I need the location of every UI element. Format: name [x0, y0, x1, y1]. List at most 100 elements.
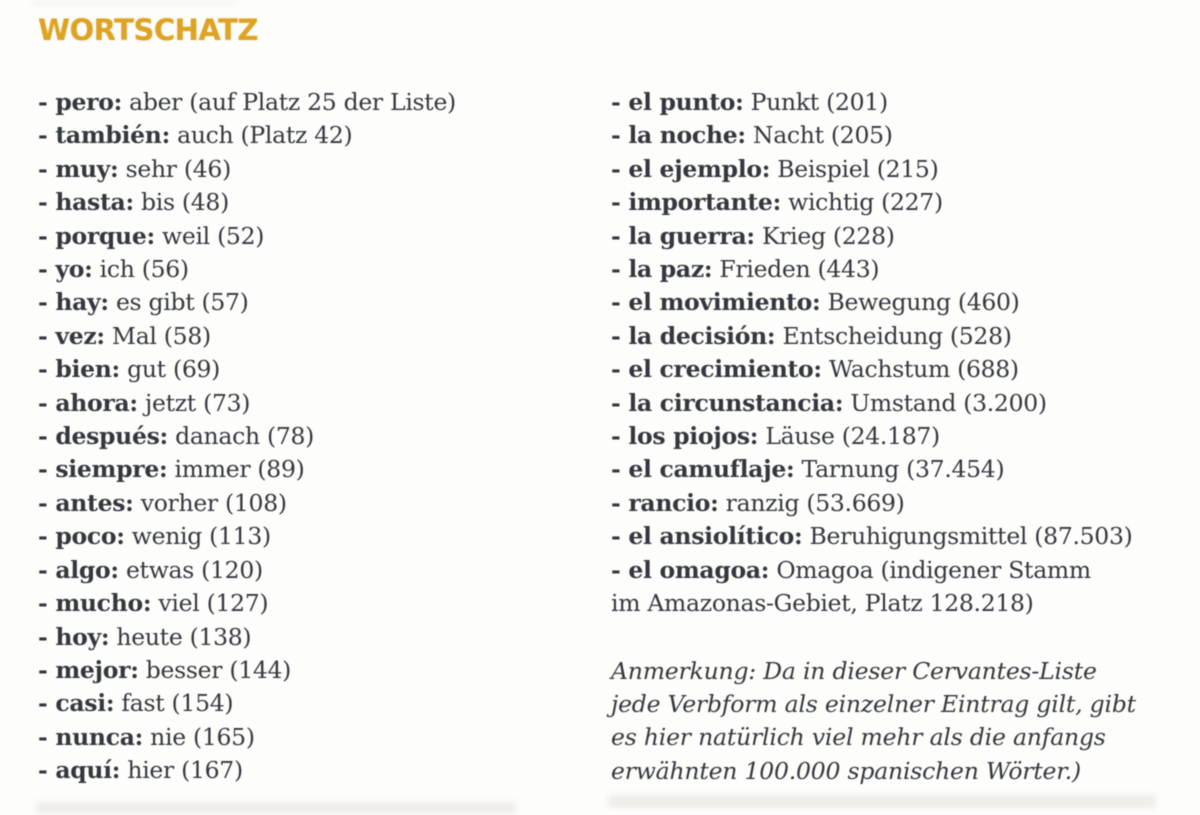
vocab-translation: etwas (120) [118, 555, 263, 584]
vocab-term: - el ejemplo: [611, 154, 771, 183]
vocab-entry: - antes: vorher (108) [38, 487, 593, 520]
vocab-term: - el omagoa: [611, 555, 770, 584]
vocab-entry: - la noche: Nacht (205) [611, 119, 1171, 152]
vocab-term: - casi: [38, 689, 115, 718]
vocab-entry: - muy: sehr (46) [38, 153, 593, 186]
vocab-translation: immer (89) [167, 455, 305, 484]
crop-artifact-bottom-right [608, 795, 1156, 808]
vocab-entry: - rancio: ranzig (53.669) [611, 487, 1171, 520]
vocab-term: - yo: [38, 255, 93, 284]
vocab-translation: Nacht (205) [745, 121, 893, 150]
vocab-entry: - el punto: Punkt (201) [611, 86, 1171, 119]
vocab-entry: - la guerra: Krieg (228) [611, 220, 1171, 253]
vocab-entry: - hay: es gibt (57) [38, 286, 593, 319]
vocab-entry: - casi: fast (154) [38, 687, 593, 720]
vocab-entry: - mejor: besser (144) [38, 654, 593, 687]
vocab-entry: - los piojos: Läuse (24.187) [611, 420, 1171, 453]
vocab-translation: fast (154) [114, 689, 234, 718]
vocab-entry: - bien: gut (69) [38, 353, 593, 386]
vocab-translation: besser (144) [138, 655, 292, 684]
vocab-translation: weil (52) [154, 221, 265, 250]
vocab-term: - el camuflaje: [611, 455, 795, 484]
vocab-translation: Omagoa (indigener Stamm [769, 555, 1091, 584]
vocab-translation: Umstand (3.200) [843, 388, 1047, 417]
vocab-entry: - mucho: viel (127) [38, 587, 593, 620]
vocab-entry: - el ansiolítico: Beruhigungsmittel (87.… [611, 520, 1171, 553]
vocab-translation: Tarnung (37.454) [794, 455, 1005, 484]
vocab-term: - el punto: [611, 88, 744, 116]
vocab-entry: - ahora: jetzt (73) [38, 387, 593, 420]
vocab-translation: Bewegung (460) [820, 288, 1020, 317]
vocab-entry: - el movimiento: Bewegung (460) [611, 286, 1171, 319]
vocab-entry: - la paz: Frieden (443) [611, 253, 1171, 286]
vocab-column-left: - pero: aber (auf Platz 25 der Liste) - t… [38, 86, 593, 788]
vocab-entry: - el camuflaje: Tarnung (37.454) [611, 453, 1171, 486]
page-title: WORTSCHATZ [38, 13, 258, 47]
vocab-translation: sehr (46) [118, 154, 232, 183]
vocab-translation: Krieg (228) [754, 221, 895, 250]
vocab-entry: - porque: weil (52) [38, 220, 593, 253]
vocab-entry: - yo: ich (56) [38, 253, 593, 286]
vocab-entry: - el ejemplo: Beispiel (215) [611, 153, 1171, 186]
vocab-translation: bis (48) [133, 188, 229, 217]
vocab-entry: - pero: aber (auf Platz 25 der Liste) [38, 86, 593, 119]
vocab-translation: Entscheidung (528) [775, 321, 1012, 350]
vocab-entry: - nunca: nie (165) [38, 721, 593, 754]
vocab-translation: ranzig (53.669) [718, 488, 905, 517]
vocab-entry: - también: auch (Platz 42) [38, 119, 593, 152]
vocab-term: - ahora: [38, 388, 138, 417]
vocab-term: - la circunstancia: [611, 388, 844, 417]
vocab-translation: wichtig (227) [780, 188, 943, 217]
note: Anmerkung: Da in dieser Cervantes-Liste … [611, 655, 1171, 789]
vocab-term: - hoy: [38, 622, 110, 651]
vocab-entry: - vez: Mal (58) [38, 320, 593, 353]
vocab-term: - después: [38, 422, 168, 451]
vocab-translation: aber (auf Platz 25 der Liste) [121, 88, 456, 116]
vocab-translation: Wachstum (688) [821, 355, 1019, 384]
vocab-entry: - el crecimiento: Wachstum (688) [611, 353, 1171, 386]
vocab-translation: es gibt (57) [108, 288, 249, 317]
vocab-term: - la decisión: [611, 321, 776, 350]
vocab-term: - el crecimiento: [611, 355, 822, 384]
vocab-term: - importante: [611, 188, 781, 217]
vocab-term: - nunca: [38, 722, 144, 751]
vocab-translation: jetzt (73) [137, 388, 251, 417]
vocab-list-right: - el punto: Punkt (201) - la noche: Nacht… [611, 86, 1171, 621]
vocab-term: - hay: [38, 288, 109, 317]
vocab-translation: danach (78) [167, 422, 315, 451]
vocab-term: - la paz: [611, 255, 713, 284]
vocab-term: - el ansiolítico: [611, 522, 803, 551]
vocab-entry: - la circunstancia: Umstand (3.200) [611, 387, 1171, 420]
vocab-term: - pero: [38, 88, 122, 116]
vocab-translation: Läuse (24.187) [758, 422, 940, 451]
vocab-term: - bien: [38, 355, 120, 384]
vocab-term: - antes: [38, 488, 134, 517]
vocab-translation: Frieden (443) [712, 255, 880, 284]
vocab-entry: - después: danach (78) [38, 420, 593, 453]
vocab-entry: - poco: wenig (113) [38, 520, 593, 553]
vocab-term: - vez: [38, 321, 105, 350]
vocab-column-right: - el punto: Punkt (201) - la noche: Nacht… [611, 86, 1171, 788]
vocab-entry: - hasta: bis (48) [38, 186, 593, 219]
vocab-entry: - siempre: immer (89) [38, 453, 593, 486]
vocab-entry: - hoy: heute (138) [38, 621, 593, 654]
vocab-translation: viel (127) [151, 589, 269, 618]
crop-artifact-top [32, 0, 237, 5]
vocab-translation: heute (138) [109, 622, 252, 651]
vocab-term: - también: [38, 121, 170, 150]
vocab-entry: - la decisión: Entscheidung (528) [611, 320, 1171, 353]
vocab-translation: ich (56) [92, 255, 189, 284]
vocab-term: - rancio: [611, 488, 719, 517]
vocab-term: - siempre: [38, 455, 168, 484]
vocab-translation: Beispiel (215) [770, 154, 939, 183]
note-line: Anmerkung: Da in dieser Cervantes-Liste [611, 656, 1097, 685]
vocab-term: - el movimiento: [611, 288, 821, 317]
vocab-term: - aquí: [38, 756, 121, 785]
vocab-entry: - el omagoa: Omagoa (indigener Stamm im A… [611, 554, 1171, 621]
vocab-term: - poco: [38, 522, 125, 551]
vocab-term: - porque: [38, 221, 155, 250]
vocab-translation: nie (165) [143, 722, 255, 751]
vocab-term: - mucho: [38, 589, 152, 618]
vocab-translation: hier (167) [120, 756, 243, 785]
